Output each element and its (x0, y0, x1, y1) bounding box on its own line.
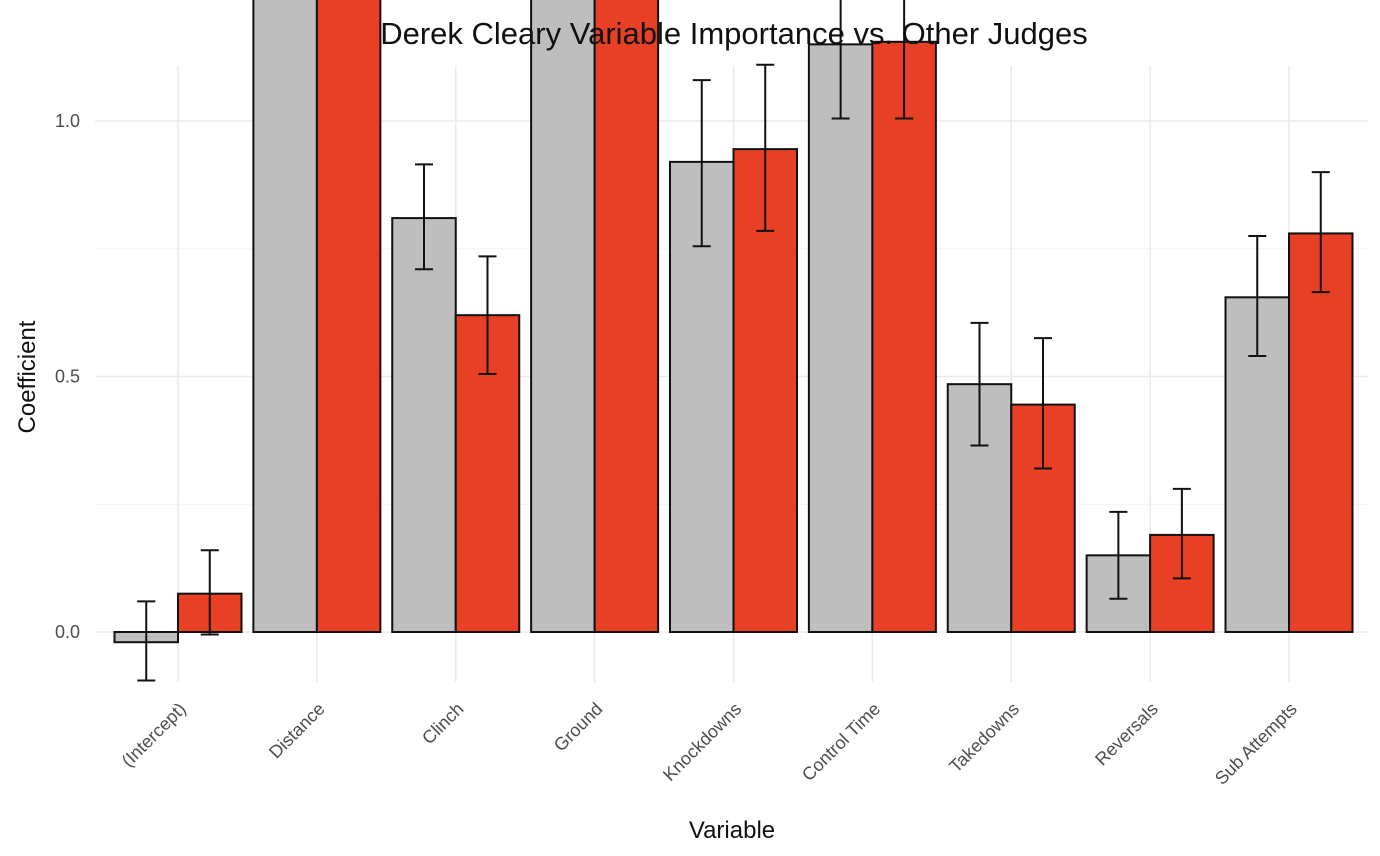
x-tick-label: Knockdowns (659, 699, 745, 785)
x-axis-title: Variable (689, 817, 775, 844)
error-bar-series-2-7 (1172, 487, 1191, 580)
bar-series-1-3 (530, 0, 596, 634)
x-tick-label: Control Time (798, 699, 884, 785)
bar-series-2-5 (871, 40, 937, 634)
error-bars (137, 0, 1330, 682)
x-tick-label: Distance (265, 699, 329, 763)
y-tick-label: 0.5 (55, 367, 80, 387)
bar-series-1-5 (807, 43, 874, 634)
bar-series-2-3 (593, 0, 660, 634)
error-bar-series-2-5 (895, 0, 914, 120)
y-tick-label: 0.0 (55, 622, 80, 642)
x-axis-ticks: (Intercept) Distance Clinch Ground Knockdown… (118, 699, 1301, 789)
error-bar-series-1-7 (1109, 510, 1128, 600)
y-axis-title: Coefficient (14, 320, 41, 433)
error-bar-series-1-8 (1248, 234, 1267, 358)
error-bar-series-2-8 (1311, 171, 1330, 294)
bar-series-1-1 (252, 0, 318, 633)
x-tick-label: Sub Attempts (1211, 699, 1301, 789)
error-bar-series-1-6 (970, 321, 989, 447)
error-bar-series-2-2 (478, 255, 497, 375)
x-tick-label: Reversals (1091, 699, 1162, 770)
error-bar-series-1-2 (415, 163, 433, 271)
bar-series-2-1 (315, 0, 382, 633)
error-bar-series-2-0 (200, 549, 219, 636)
y-tick-label: 1.0 (55, 111, 80, 131)
error-bar-series-1-4 (692, 79, 711, 248)
bar-series-2-8 (1288, 232, 1354, 633)
x-tick-label: Ground (550, 699, 607, 756)
error-bar-series-2-4 (756, 63, 775, 232)
chart-title: Derek Cleary Variable Importance vs. Oth… (380, 16, 1088, 51)
error-bar-series-2-6 (1034, 337, 1052, 470)
y-axis-ticks: 0.00.51.01.52.0 (55, 111, 80, 642)
x-tick-label: Clinch (418, 699, 468, 749)
error-bar-series-1-5 (831, 0, 850, 120)
error-bar-series-1-0 (137, 600, 156, 682)
bar-series-1-2 (391, 217, 457, 633)
x-tick-label: Takedowns (945, 699, 1023, 777)
x-tick-label: (Intercept) (118, 699, 190, 771)
